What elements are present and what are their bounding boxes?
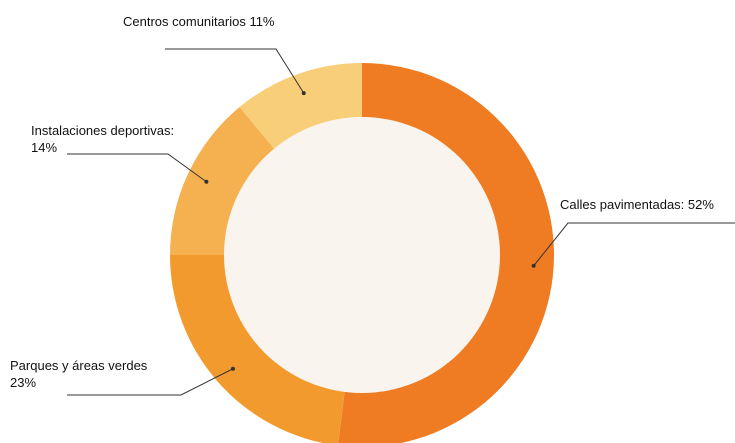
leader-line-calles-pavimentadas <box>533 222 735 267</box>
leader-line-instalaciones-deportivas <box>67 153 207 183</box>
leader-dot-parques-y-areas-verdes <box>230 366 235 371</box>
leader-dot-instalaciones-deportivas <box>204 179 209 184</box>
leader-line-parques-y-areas-verdes <box>67 368 234 396</box>
leader-dot-calles-pavimentadas <box>531 263 536 268</box>
slice-label-instalaciones-deportivas: Instalaciones deportivas: 14% <box>31 123 174 155</box>
leader-line-centros-comunitarios <box>165 48 305 94</box>
slice-label-parques-y-areas-verdes: Parques y áreas verdes 23% <box>10 358 148 390</box>
slice-label-calles-pavimentadas: Calles pavimentadas: 52% <box>560 197 714 212</box>
leader-dot-centros-comunitarios <box>301 91 306 96</box>
slice-label-centros-comunitarios: Centros comunitarios 11% <box>123 14 275 29</box>
slice-labels: Calles pavimentadas: 52% Parques y áreas … <box>10 14 735 396</box>
donut-center <box>224 117 500 393</box>
